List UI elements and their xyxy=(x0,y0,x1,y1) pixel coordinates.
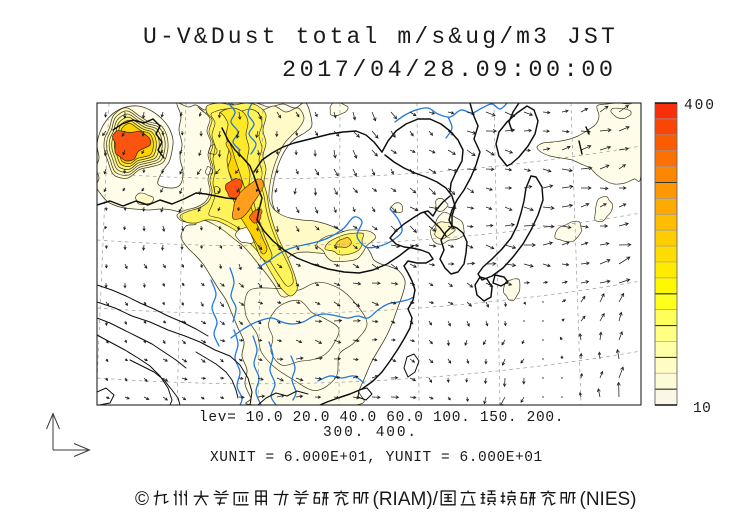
svg-text:XUNIT = 6.000E+01, YUNIT = 6.0: XUNIT = 6.000E+01, YUNIT = 6.000E+01 xyxy=(210,450,543,466)
svg-text:(RIAM)/: (RIAM)/ xyxy=(373,489,439,510)
svg-text:300. 400.: 300. 400. xyxy=(323,425,418,441)
svg-text:10: 10 xyxy=(693,401,711,417)
svg-text:©: © xyxy=(135,489,149,510)
svg-text:400: 400 xyxy=(684,98,716,114)
svg-text:U-V&Dust total m/s&ug/m3 JST: U-V&Dust total m/s&ug/m3 JST xyxy=(143,24,618,50)
svg-text:lev= 10.0 20.0 40.0 60.0 100.: lev= 10.0 20.0 40.0 60.0 100. 150. 200. xyxy=(199,410,564,426)
svg-text:(NIES): (NIES) xyxy=(580,489,637,510)
svg-text:2017/04/28.09:00:00: 2017/04/28.09:00:00 xyxy=(282,57,616,84)
